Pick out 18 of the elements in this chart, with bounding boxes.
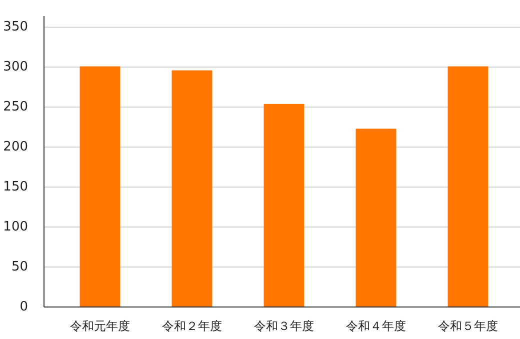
bar <box>356 128 396 307</box>
y-tick-label: 250 <box>3 100 28 115</box>
bar <box>172 70 212 307</box>
x-tick-label: 令和元年度 <box>70 319 130 333</box>
y-tick-label: 350 <box>3 20 28 35</box>
x-tick-label: 令和５年度 <box>438 319 498 333</box>
y-tick-label: 100 <box>3 220 28 235</box>
y-tick-label: 50 <box>11 260 28 275</box>
bar <box>448 66 488 307</box>
bar <box>264 104 304 307</box>
y-tick-label: 200 <box>3 140 28 155</box>
bar <box>80 66 120 307</box>
x-tick-label: 令和３年度 <box>254 319 314 333</box>
y-tick-label: 150 <box>3 180 28 195</box>
x-tick-label: 令和４年度 <box>346 319 406 333</box>
y-tick-label: 300 <box>3 60 28 75</box>
y-tick-label: 0 <box>20 300 28 314</box>
x-tick-label: 令和２年度 <box>162 319 222 333</box>
